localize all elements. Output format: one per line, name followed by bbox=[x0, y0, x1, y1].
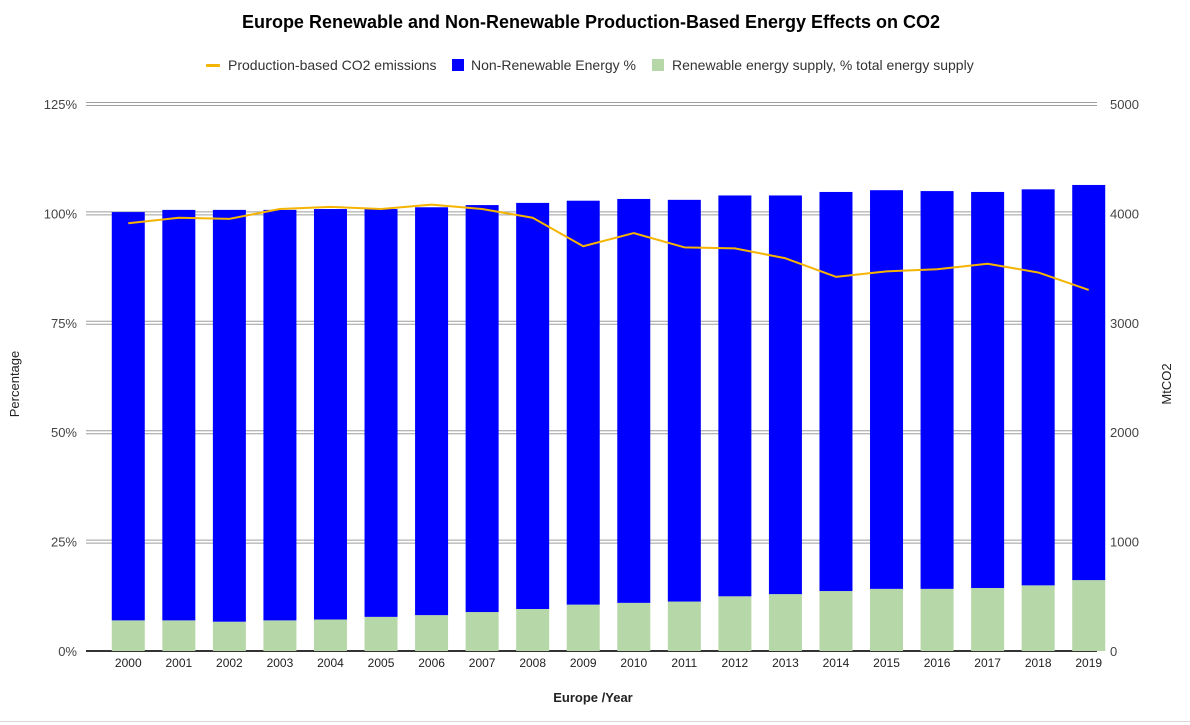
bar-non-renewable[interactable] bbox=[566, 200, 600, 605]
y-tick-label: 125% bbox=[44, 97, 78, 112]
bar-non-renewable[interactable] bbox=[617, 198, 651, 603]
y2-tick-label: 0 bbox=[1110, 644, 1117, 659]
y-tick-label: 25% bbox=[51, 535, 77, 550]
x-tick-label: 2011 bbox=[671, 656, 697, 670]
legend-label-nonrenewable: Non-Renewable Energy % bbox=[471, 57, 636, 73]
bar-non-renewable[interactable] bbox=[718, 195, 752, 597]
x-tick-label: 2015 bbox=[873, 656, 900, 670]
legend-label-co2: Production-based CO2 emissions bbox=[228, 57, 437, 73]
x-tick-label: 2001 bbox=[165, 656, 192, 670]
y2-axis-label: MtCO2 bbox=[1159, 363, 1174, 404]
bar-renewable[interactable] bbox=[971, 587, 1005, 651]
x-tick-label: 2000 bbox=[115, 656, 142, 670]
x-tick-label: 2002 bbox=[216, 656, 243, 670]
bar-non-renewable[interactable] bbox=[1072, 184, 1106, 581]
x-tick-label: 2014 bbox=[823, 656, 850, 670]
bar-renewable[interactable] bbox=[364, 616, 398, 651]
x-tick-label: 2019 bbox=[1075, 656, 1102, 670]
co2-emissions-line[interactable] bbox=[128, 203, 1090, 291]
bar-renewable[interactable] bbox=[617, 602, 651, 651]
bar-renewable[interactable] bbox=[516, 608, 550, 651]
bar-renewable[interactable] bbox=[920, 588, 954, 651]
y-tick-label: 50% bbox=[51, 425, 77, 440]
legend-item-co2[interactable]: Production-based CO2 emissions bbox=[206, 57, 437, 73]
x-tick-label: 2005 bbox=[368, 656, 395, 670]
y2-tick-label: 3000 bbox=[1110, 316, 1139, 331]
legend-swatch-co2 bbox=[206, 64, 220, 67]
bar-non-renewable[interactable] bbox=[920, 191, 954, 589]
legend-label-renewable: Renewable energy supply, % total energy … bbox=[672, 57, 974, 73]
bar-renewable[interactable] bbox=[212, 621, 246, 651]
bar-renewable[interactable] bbox=[1072, 580, 1106, 651]
bar-renewable[interactable] bbox=[263, 620, 297, 651]
bar-non-renewable[interactable] bbox=[1021, 189, 1055, 586]
legend-item-renewable[interactable]: Renewable energy supply, % total energy … bbox=[652, 57, 974, 73]
y-axis-label: Percentage bbox=[7, 351, 22, 418]
bar-renewable[interactable] bbox=[111, 620, 145, 651]
bar-renewable[interactable] bbox=[1021, 585, 1055, 651]
x-tick-label: 2009 bbox=[570, 656, 597, 670]
left-axis: 0% 25% 50% 75% 100% 125% bbox=[44, 97, 78, 659]
bar-renewable[interactable] bbox=[718, 596, 752, 651]
bar-non-renewable[interactable] bbox=[111, 212, 145, 621]
x-tick-label: 2016 bbox=[924, 656, 951, 670]
x-tick-label: 2017 bbox=[974, 656, 1001, 670]
bar-renewable[interactable] bbox=[870, 588, 904, 651]
bar-non-renewable[interactable] bbox=[364, 209, 398, 617]
legend-swatch-renewable bbox=[652, 59, 664, 71]
x-axis: 2000 2001 2002 2003 2004 2005 2006 2007 2008 2009… bbox=[115, 656, 1102, 670]
x-tick-label: 2008 bbox=[519, 656, 546, 670]
y2-tick-label: 4000 bbox=[1110, 206, 1139, 221]
y2-tick-label: 5000 bbox=[1110, 97, 1139, 112]
bar-non-renewable[interactable] bbox=[415, 207, 449, 616]
bar-renewable[interactable] bbox=[566, 604, 600, 651]
bar-non-renewable[interactable] bbox=[465, 205, 499, 613]
legend-item-nonrenewable[interactable]: Non-Renewable Energy % bbox=[452, 57, 636, 73]
x-tick-label: 2018 bbox=[1025, 656, 1052, 670]
x-axis-label: Europe /Year bbox=[553, 690, 632, 705]
right-axis: 0 1000 2000 3000 4000 5000 bbox=[1110, 97, 1139, 659]
bar-non-renewable[interactable] bbox=[667, 199, 701, 602]
x-tick-label: 2013 bbox=[772, 656, 799, 670]
x-tick-label: 2003 bbox=[267, 656, 294, 670]
bar-non-renewable[interactable] bbox=[516, 202, 550, 609]
bar-non-renewable[interactable] bbox=[971, 191, 1005, 588]
legend: Production-based CO2 emissions Non-Renew… bbox=[206, 57, 974, 73]
bottom-divider bbox=[0, 721, 1190, 722]
y2-tick-label: 2000 bbox=[1110, 425, 1139, 440]
bar-renewable[interactable] bbox=[667, 601, 701, 651]
x-tick-label: 2010 bbox=[620, 656, 647, 670]
y2-tick-label: 1000 bbox=[1110, 535, 1139, 550]
bar-non-renewable[interactable] bbox=[870, 190, 904, 589]
bar-non-renewable[interactable] bbox=[212, 209, 246, 622]
x-tick-label: 2012 bbox=[722, 656, 749, 670]
bar-renewable[interactable] bbox=[313, 619, 347, 651]
bar-renewable[interactable] bbox=[415, 615, 449, 651]
bar-series bbox=[111, 184, 1106, 651]
bar-non-renewable[interactable] bbox=[819, 191, 853, 592]
bar-renewable[interactable] bbox=[465, 612, 499, 651]
bar-non-renewable[interactable] bbox=[263, 209, 297, 621]
legend-swatch-nonrenewable bbox=[452, 59, 464, 71]
x-tick-label: 2007 bbox=[469, 656, 496, 670]
y-tick-label: 0% bbox=[58, 644, 77, 659]
x-tick-label: 2006 bbox=[418, 656, 445, 670]
bar-renewable[interactable] bbox=[768, 594, 802, 651]
x-tick-label: 2004 bbox=[317, 656, 344, 670]
line-series bbox=[128, 203, 1090, 291]
bar-renewable[interactable] bbox=[162, 620, 196, 651]
bar-non-renewable[interactable] bbox=[313, 209, 347, 620]
bar-renewable[interactable] bbox=[819, 591, 853, 651]
y-tick-label: 75% bbox=[51, 316, 77, 331]
chart-title: Europe Renewable and Non-Renewable Produ… bbox=[242, 12, 940, 32]
bar-non-renewable[interactable] bbox=[162, 209, 196, 621]
y-tick-label: 100% bbox=[44, 206, 78, 221]
